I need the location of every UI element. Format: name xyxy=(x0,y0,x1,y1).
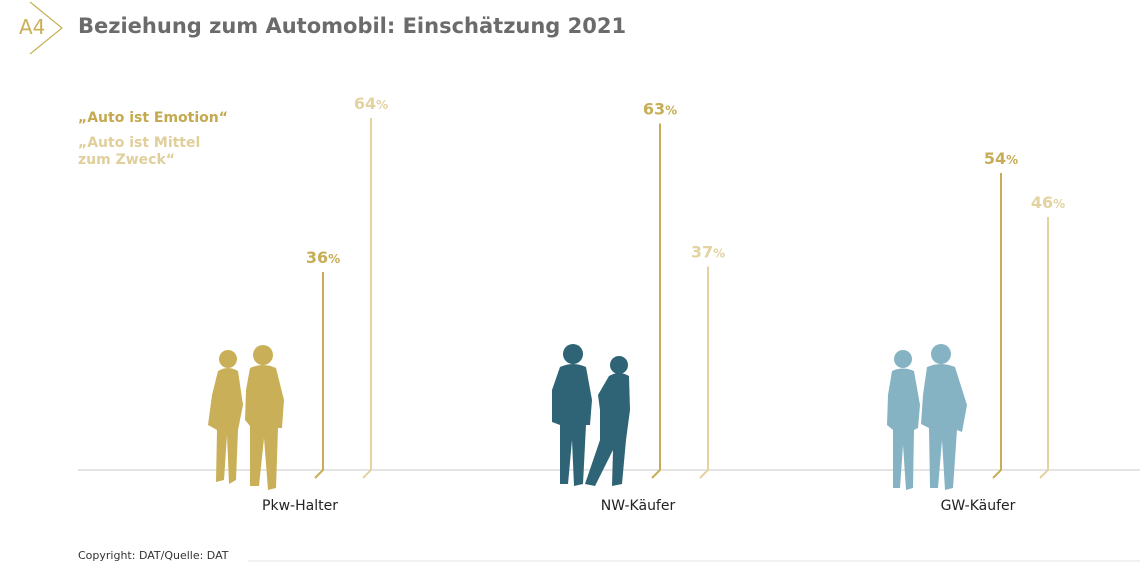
bar-1-0 xyxy=(651,123,661,479)
copyright-note: Copyright: DAT/Quelle: DAT xyxy=(78,549,229,562)
legend-entry-emotion: „Auto ist Emotion“ xyxy=(78,110,228,126)
bar-1-1 xyxy=(699,266,709,479)
bar-2-0 xyxy=(992,173,1002,479)
category-label-0: Pkw-Halter xyxy=(262,498,338,514)
data-label-2-1: 46% xyxy=(1031,193,1065,212)
person-icon-pkw-woman xyxy=(208,350,243,484)
badge-chevron-icon xyxy=(29,1,63,55)
data-label-0-1: 64% xyxy=(354,94,388,113)
bar-2-1 xyxy=(1039,217,1049,479)
person-icon-gw-man-right xyxy=(921,344,967,490)
chart-bars: 36% 64% 63% 37% 54% 46% xyxy=(306,94,1065,479)
section-badge: A4 xyxy=(19,15,46,39)
legend-entry-mittel: „Auto ist Mittel zum Zweck“ xyxy=(78,135,201,168)
data-label-1-1: 37% xyxy=(691,243,725,262)
person-icon-nw-woman xyxy=(585,356,630,486)
legend: „Auto ist Emotion“ „Auto ist Mittel zum … xyxy=(78,110,228,169)
data-label-1-0: 63% xyxy=(643,100,677,119)
person-icon-gw-man-left xyxy=(887,350,920,490)
category-labels: Pkw-Halter NW-Käufer GW-Käufer xyxy=(262,498,1016,514)
header: A4 Beziehung zum Automobil: Einschätzung… xyxy=(0,0,1140,60)
bar-0-1 xyxy=(362,118,372,479)
category-label-2: GW-Käufer xyxy=(941,498,1016,514)
data-label-2-0: 54% xyxy=(984,149,1018,168)
category-label-1: NW-Käufer xyxy=(601,498,676,514)
page-title: Beziehung zum Automobil: Einschätzung 20… xyxy=(78,14,627,38)
person-icon-nw-man xyxy=(552,344,592,486)
bar-0-0 xyxy=(314,272,324,479)
data-label-0-0: 36% xyxy=(306,248,340,267)
person-icon-pkw-man xyxy=(245,345,284,490)
